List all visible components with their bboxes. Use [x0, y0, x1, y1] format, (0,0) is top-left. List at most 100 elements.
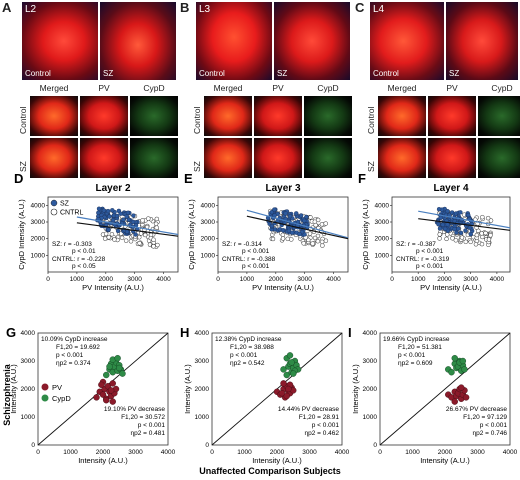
sz-point [131, 213, 136, 218]
pv-point [285, 385, 292, 393]
pv-point [451, 398, 458, 405]
stat-cntrl-p: p < 0.001 [242, 263, 270, 270]
y-tick-label: 1000 [195, 414, 210, 421]
micro-image-control: L3 Control [196, 2, 272, 80]
pv-decrease-text: 19.10% PV decrease [104, 406, 165, 413]
sz-point [436, 222, 441, 227]
cypd-increase-text: 10.09% CypD increase [41, 336, 108, 343]
x-tick-label: 1000 [70, 276, 85, 283]
sz-point [110, 218, 116, 223]
column-header-cypd: CypD [491, 83, 513, 93]
sz-point [114, 213, 120, 219]
small-image-cypd [304, 138, 352, 178]
sz-point [121, 217, 126, 222]
panel-letter: I [348, 325, 352, 340]
legend-cntrl-label: CNTRL [60, 210, 83, 217]
cntrl-point [437, 236, 442, 241]
chart-title: Layer 2 [95, 183, 130, 194]
y-tick-label: 1000 [201, 252, 216, 259]
x-axis-label: Intensity (A.U.) [420, 456, 470, 465]
column-header-merged: Merged [213, 83, 243, 93]
cntrl-point [315, 238, 321, 244]
legend-pv-marker [41, 383, 49, 391]
cntrl-point [119, 235, 125, 241]
plot-frame [37, 332, 169, 446]
pv-p-value: p < 0.001 [312, 422, 340, 429]
column-header-pv: PV [446, 83, 458, 93]
column-header-pv: PV [98, 83, 110, 93]
stat-cntrl: CNTRL: r = -0.388 [222, 256, 276, 263]
y-tick-label: 0 [373, 442, 377, 449]
x-tick-label: 1000 [63, 449, 78, 456]
image-label: Control [25, 69, 51, 78]
cypd-increase-text: 19.66% CypD increase [383, 336, 450, 343]
x-tick-label: 3000 [463, 276, 478, 283]
cntrl-point [473, 242, 479, 247]
x-tick-label: 2000 [96, 449, 111, 456]
stat-cntrl: CNTRL: r = -0.228 [52, 256, 106, 263]
x-axis-label: PV Intensity (A.U.) [252, 283, 314, 292]
identity-line [379, 332, 511, 446]
x-tick-label: 2000 [99, 276, 114, 283]
pv-point [458, 384, 465, 391]
micro-image-sz: SZ [274, 2, 350, 80]
layer-tag: L2 [25, 4, 37, 15]
cntrl-point [463, 239, 469, 245]
x-tick-label: 1000 [240, 276, 255, 283]
small-image-cypd [130, 96, 178, 136]
sz-point [106, 227, 111, 232]
cypd-point [461, 366, 468, 373]
x-tick-label: 0 [216, 276, 220, 283]
y-tick-label: 3000 [21, 358, 36, 365]
cntrl-point [453, 238, 459, 243]
sz-point [436, 207, 442, 212]
legend-cypd-marker [41, 394, 49, 402]
sz-point [468, 231, 473, 237]
cypd-increase-text: 12.38% CypD increase [215, 336, 282, 343]
x-tick-label: 3000 [128, 449, 143, 456]
legend-cypd-label: CypD [52, 394, 71, 403]
x-tick-label: 0 [36, 449, 40, 456]
x-axis-label: PV Intensity (A.U.) [420, 283, 482, 292]
sz-point [125, 210, 131, 216]
stat-sz: SZ: r = -0.387 [396, 241, 436, 248]
row-axis-label: Schizophrenia [2, 363, 12, 426]
micro-image-sz: SZ [100, 2, 176, 80]
micro-image-control: L4 Control [370, 2, 444, 80]
pv-point [283, 392, 290, 400]
cntrl-point [323, 221, 328, 226]
y-tick-label: 2000 [31, 236, 46, 243]
sz-point [463, 228, 468, 233]
stat-cntrl: CNTRL: r = -0.319 [396, 256, 450, 263]
panel-letter: D [14, 171, 23, 186]
sz-point [304, 214, 309, 220]
x-tick-label: 0 [378, 449, 382, 456]
cypd-point [290, 370, 297, 377]
sz-point [126, 217, 132, 222]
x-tick-label: 0 [46, 276, 50, 283]
chart-title: Layer 4 [433, 183, 468, 194]
cypd-point [103, 371, 110, 379]
stat-cntrl-p: p < 0.05 [72, 263, 96, 270]
y-tick-label: 4000 [195, 330, 210, 337]
pv-point [103, 397, 110, 404]
layer-tag: L4 [373, 4, 385, 15]
small-image-pv [254, 96, 302, 136]
pv-point [109, 380, 116, 387]
pv-f-stat: F1,20 = 30.572 [121, 414, 165, 421]
y-tick-label: 3000 [31, 219, 46, 226]
small-image-merged [204, 96, 252, 136]
cntrl-point [450, 236, 455, 241]
y-tick-label: 1000 [31, 252, 46, 259]
cntrl-point [137, 241, 142, 246]
cntrl-point [437, 232, 442, 237]
cntrl-point [153, 221, 159, 227]
image-label: Control [373, 69, 399, 78]
x-tick-label: 4000 [490, 276, 505, 283]
y-tick-label: 3000 [201, 219, 216, 226]
legend-sz-marker [50, 199, 58, 207]
cntrl-point [319, 222, 325, 227]
y-tick-label: 3000 [363, 358, 378, 365]
pv-effect-size: ηp2 = 0.462 [304, 430, 339, 437]
